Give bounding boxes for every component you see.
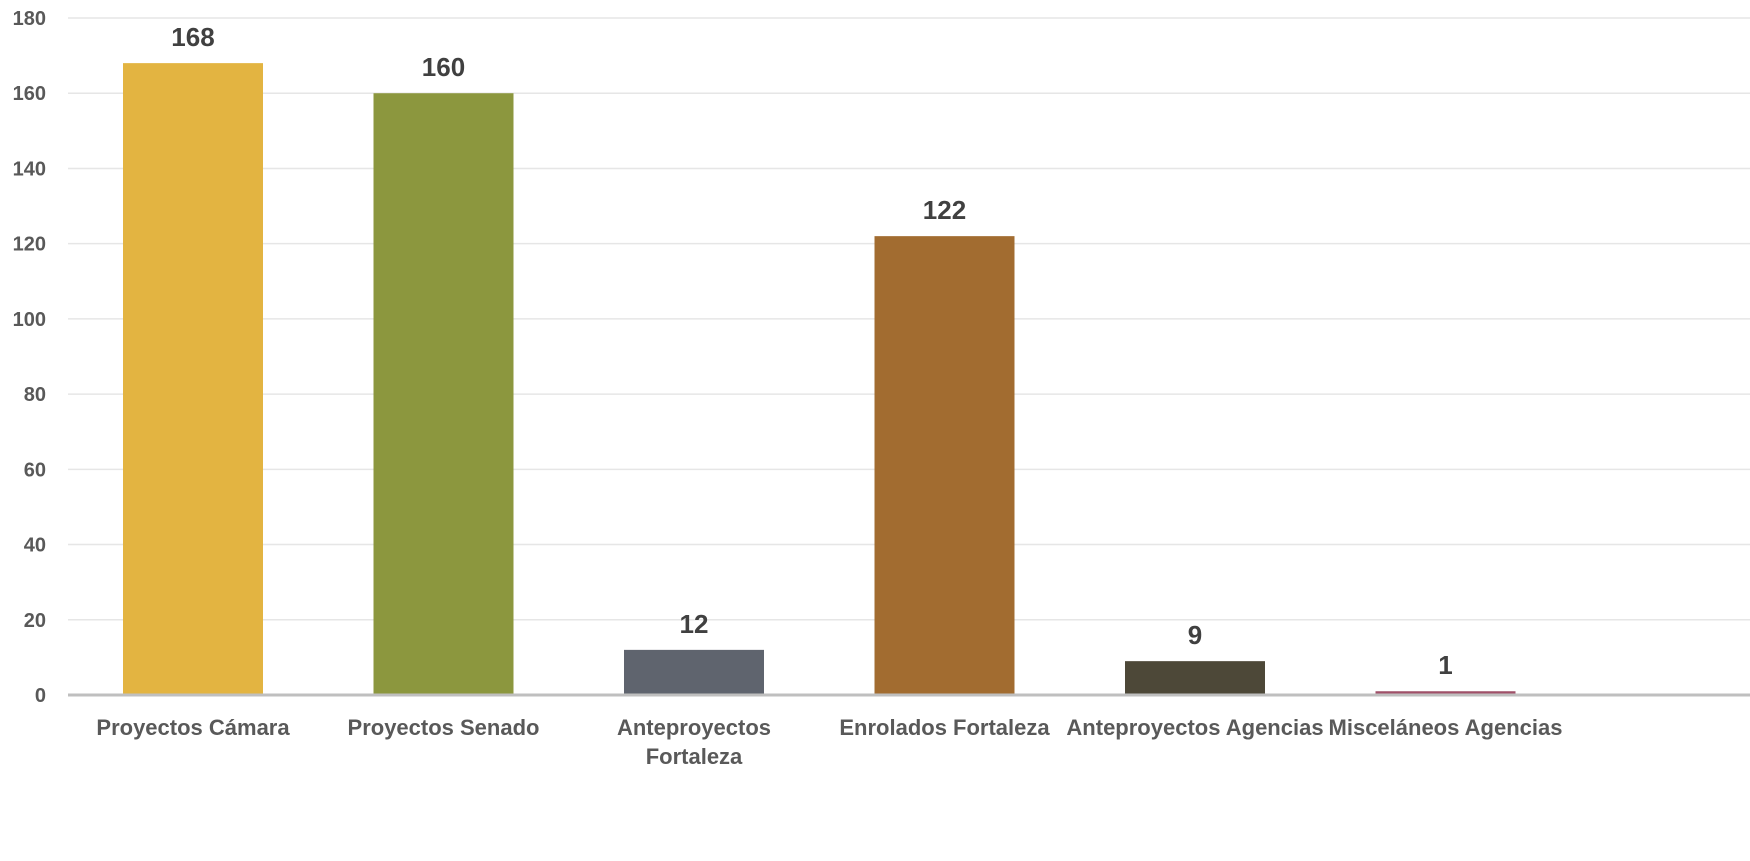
x-tick-label-line: Fortaleza: [646, 744, 743, 769]
x-tick-label-line: Proyectos Cámara: [96, 715, 290, 740]
y-tick-label: 120: [13, 234, 46, 256]
x-axis-ticks: Proyectos Cámara Proyectos Senado Anteproy…: [96, 715, 1562, 769]
x-tick-label-line: Enrolados Fortaleza: [839, 715, 1050, 740]
bar: [874, 236, 1015, 695]
y-tick-label: 60: [24, 459, 46, 481]
data-labels: 168 160 12 122 9 1: [171, 22, 1452, 680]
x-tick-label-line: Anteproyectos: [617, 715, 771, 740]
x-tick-label-line: Anteproyectos Agencias: [1066, 715, 1323, 740]
x-tick-label: Misceláneos Agencias: [1329, 715, 1563, 740]
y-tick-label: 140: [13, 158, 46, 180]
x-tick-label: Enrolados Fortaleza: [839, 715, 1050, 740]
y-tick-label: 100: [13, 309, 46, 331]
bars: [123, 63, 1516, 695]
x-tick-label-line: Proyectos Senado: [348, 715, 540, 740]
bar: [373, 93, 514, 695]
data-label: 168: [171, 22, 214, 52]
y-tick-label: 40: [24, 535, 46, 557]
data-label: 12: [680, 609, 709, 639]
bar: [1125, 661, 1265, 695]
data-label: 160: [422, 52, 465, 82]
bar: [123, 63, 263, 695]
x-tick-label: Anteproyectos Fortaleza: [617, 715, 771, 769]
data-label: 1: [1438, 650, 1452, 680]
x-tick-label: Proyectos Cámara: [96, 715, 290, 740]
data-label: 122: [923, 195, 966, 225]
y-tick-label: 160: [13, 83, 46, 105]
bar: [1375, 691, 1516, 695]
y-axis-ticks: 0 20 40 60 80 100 120 140 160 180: [13, 8, 46, 707]
data-label: 9: [1188, 620, 1202, 650]
x-tick-label-line: Misceláneos Agencias: [1329, 715, 1563, 740]
x-tick-label: Anteproyectos Agencias: [1066, 715, 1323, 740]
y-tick-label: 180: [13, 8, 46, 30]
bar: [624, 649, 764, 695]
x-tick-label: Proyectos Senado: [348, 715, 540, 740]
y-tick-label: 20: [24, 610, 46, 632]
y-tick-label: 0: [35, 685, 46, 707]
y-tick-label: 80: [24, 384, 46, 406]
